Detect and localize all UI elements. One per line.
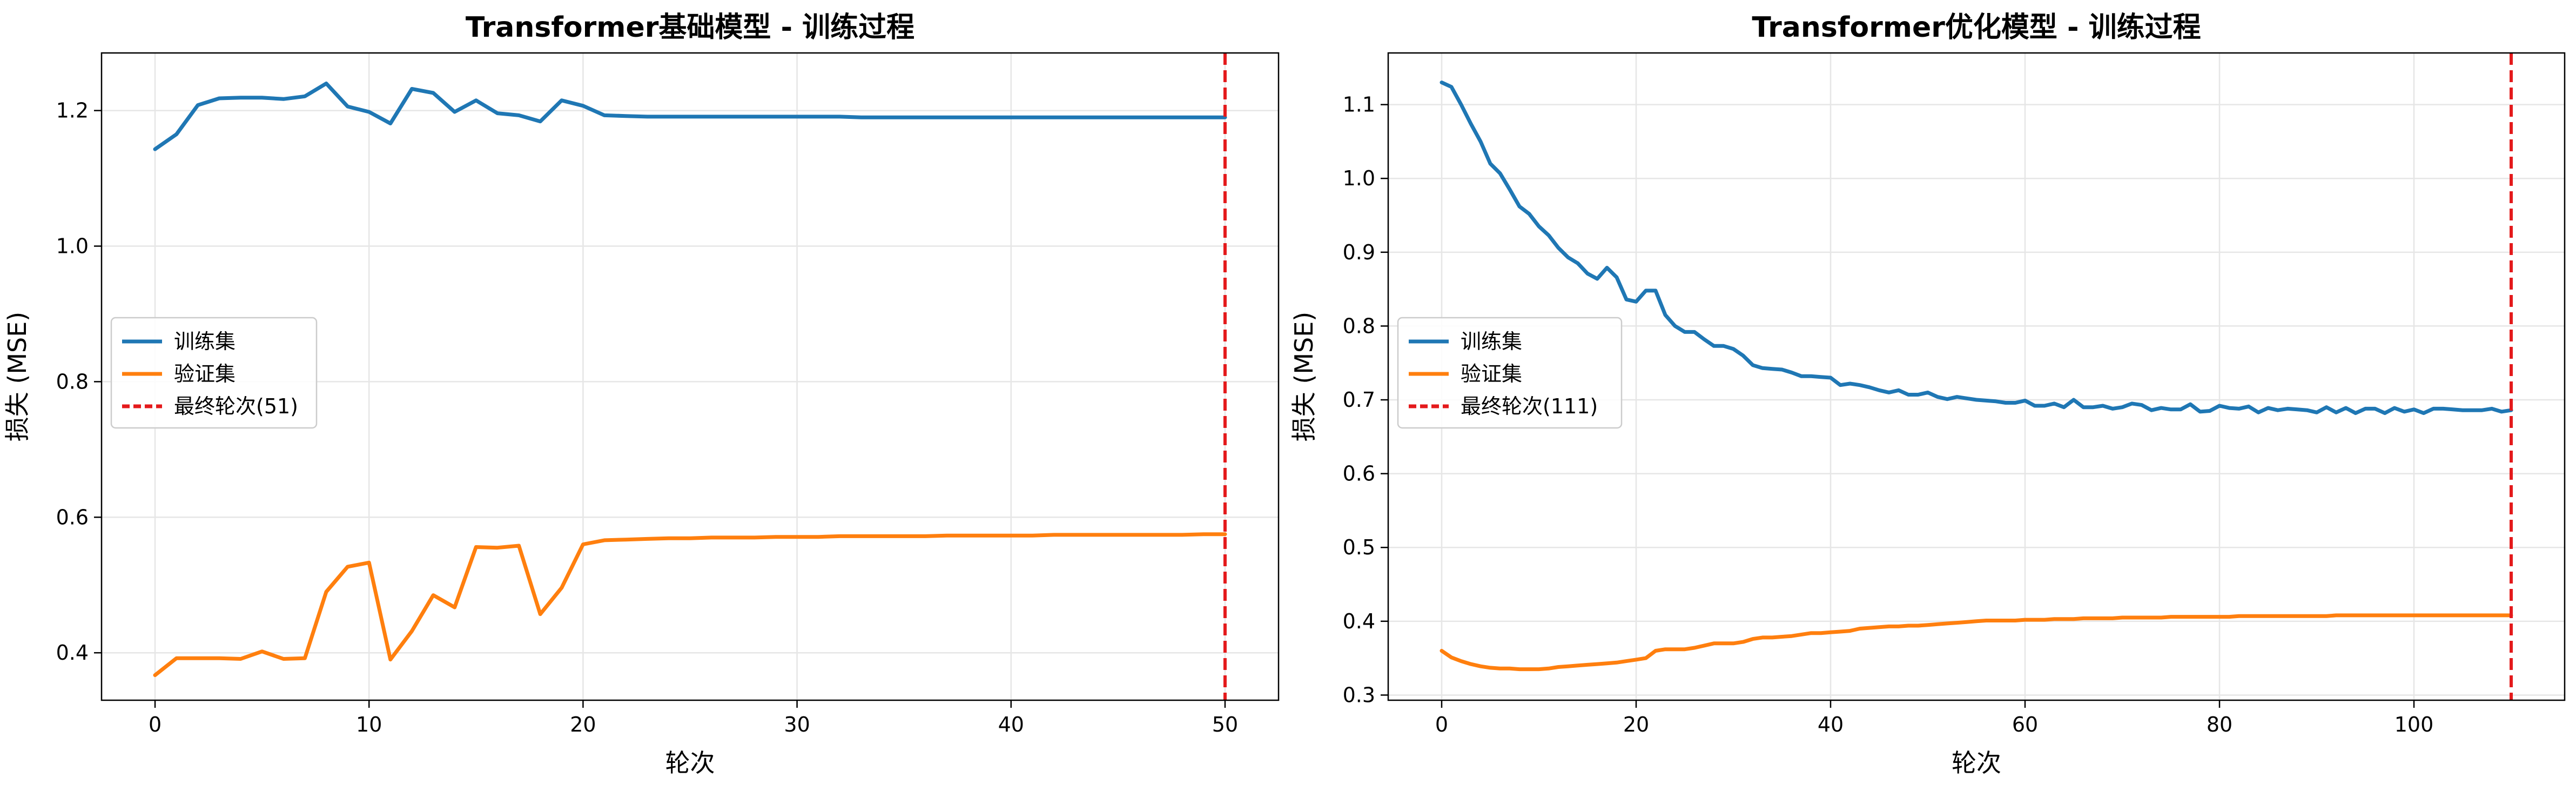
y-axis-label: 损失 (MSE) [1289, 312, 1319, 441]
legend-item-final-epoch: 最终轮次(111) [1461, 394, 1598, 418]
y-tick-label: 0.7 [1343, 388, 1375, 412]
x-tick-label: 30 [784, 713, 810, 736]
x-tick-label: 20 [1623, 713, 1649, 736]
legend-item-train: 训练集 [1461, 330, 1522, 353]
legend-box [1397, 317, 1623, 429]
x-tick-label: 40 [1818, 713, 1844, 736]
legend-item-val: 验证集 [1461, 362, 1522, 386]
y-tick-label: 1.2 [56, 99, 89, 123]
legend-item-val: 验证集 [174, 362, 236, 386]
series-line-val [153, 532, 1227, 678]
legend-item-final-epoch: 最终轮次(51) [174, 394, 298, 418]
x-tick-label: 80 [2207, 713, 2232, 736]
y-tick-label: 1.0 [1343, 166, 1375, 190]
x-tick-label: 20 [570, 713, 596, 736]
series-line-train [153, 82, 1227, 151]
x-tick-label: 40 [998, 713, 1024, 736]
plot-frame [1387, 52, 2566, 701]
chart-panel-1: Transformer基础模型 - 训练过程 0 10 20 30 40 50 0.4 0.6 0… [3, 11, 1280, 777]
y-tick-label: 0.3 [1343, 683, 1375, 707]
y-tick-label: 0.8 [1343, 314, 1375, 338]
y-tick-label: 0.8 [56, 370, 89, 393]
chart-panel-2: Transformer优化模型 - 训练过程 0 20 40 60 80 100 0.3 0.4… [1289, 11, 2566, 777]
chart-title: Transformer基础模型 - 训练过程 [466, 11, 914, 44]
legend-box [110, 317, 318, 429]
y-tick-label: 0.4 [56, 641, 89, 665]
y-tick-label: 0.9 [1343, 240, 1375, 264]
y-tick-label: 1.1 [1343, 93, 1375, 117]
x-tick-label: 0 [149, 713, 162, 736]
y-tick-label: 1.0 [56, 234, 89, 258]
series-line-train [1440, 81, 2513, 415]
x-axis-label: 轮次 [1952, 748, 2001, 777]
x-axis-label: 轮次 [665, 748, 715, 777]
y-tick-label: 0.4 [1343, 609, 1375, 633]
x-tick-label: 60 [2012, 713, 2038, 736]
legend-item-train: 训练集 [174, 330, 236, 353]
x-tick-label: 50 [1212, 713, 1238, 736]
y-tick-label: 0.6 [56, 505, 89, 529]
y-tick-label: 0.5 [1343, 535, 1375, 559]
x-tick-label: 0 [1435, 713, 1448, 736]
chart-title: Transformer优化模型 - 训练过程 [1752, 11, 2201, 44]
y-tick-label: 0.6 [1343, 462, 1375, 486]
series-line-val [1440, 613, 2513, 672]
y-axis-label: 损失 (MSE) [3, 312, 32, 441]
plot-frame [100, 52, 1280, 701]
x-tick-label: 100 [2395, 713, 2434, 736]
x-tick-label: 10 [356, 713, 382, 736]
